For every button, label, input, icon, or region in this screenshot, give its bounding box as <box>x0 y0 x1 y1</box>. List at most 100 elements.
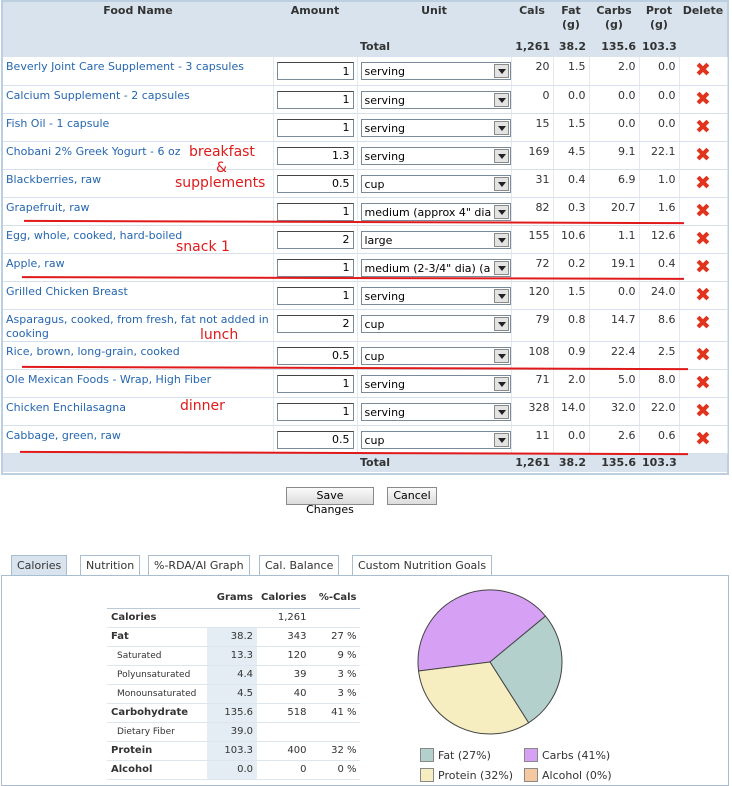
delete-x-icon[interactable]: ✖ <box>695 199 711 222</box>
amount-input[interactable] <box>276 430 354 449</box>
dropdown-arrow-icon[interactable] <box>493 232 509 247</box>
unit-select[interactable]: serving <box>360 286 511 305</box>
dropdown-arrow-icon[interactable] <box>493 376 509 391</box>
delete-x-icon[interactable]: ✖ <box>695 59 711 81</box>
dropdown-arrow-icon[interactable] <box>493 316 509 331</box>
nutrient-grams: 39.0 <box>207 722 257 742</box>
dropdown-arrow-icon[interactable] <box>493 404 509 419</box>
unit-select[interactable]: serving <box>360 118 511 137</box>
unit-select[interactable]: serving <box>360 146 511 165</box>
amount-input[interactable] <box>276 174 354 193</box>
food-name-link[interactable]: Cabbage, green, raw <box>6 428 121 442</box>
food-row: Chicken Enchilasagna serving 32814.032.022… <box>3 397 728 426</box>
tab-cal-balance[interactable]: Cal. Balance <box>259 555 340 575</box>
unit-select[interactable]: serving <box>360 62 511 80</box>
unit-select[interactable]: large <box>360 230 511 249</box>
carbs-cell: 6.9 <box>589 169 640 198</box>
fat-cell: 1.5 <box>553 281 590 310</box>
amount-input[interactable] <box>276 62 354 80</box>
unit-select[interactable]: cup <box>360 314 511 333</box>
nutrition-row: Dietary Fiber 39.0 <box>107 722 361 742</box>
carbs-cell: 32.0 <box>589 397 640 426</box>
amount-input[interactable] <box>276 230 354 249</box>
amount-input[interactable] <box>276 118 354 137</box>
delete-x-icon[interactable]: ✖ <box>695 255 711 278</box>
food-name-link[interactable]: Chobani 2% Greek Yogurt - 6 oz <box>6 144 181 158</box>
amount-input[interactable] <box>276 402 354 421</box>
food-name-link[interactable]: Beverly Joint Care Supplement - 3 capsul… <box>6 60 244 73</box>
dropdown-arrow-icon[interactable] <box>493 260 509 275</box>
dropdown-arrow-icon[interactable] <box>493 204 509 219</box>
legend-item-protein: Protein (32%) <box>420 768 513 782</box>
col-fat: Fat (g) <box>553 2 589 38</box>
dropdown-arrow-icon[interactable] <box>493 176 509 191</box>
dropdown-arrow-icon[interactable] <box>493 432 509 447</box>
delete-x-icon[interactable]: ✖ <box>695 311 711 334</box>
unit-cell: cup <box>357 309 512 342</box>
food-name-link[interactable]: Calcium Supplement - 2 capsules <box>6 88 190 102</box>
amount-input[interactable] <box>276 146 354 165</box>
unit-select[interactable]: cup <box>360 174 511 193</box>
fat-cell: 0.9 <box>553 341 590 370</box>
delete-x-icon[interactable]: ✖ <box>695 115 711 138</box>
nutrient-calories: 40 <box>257 684 311 704</box>
total-fat: 38.2 <box>553 38 589 57</box>
food-name-link[interactable]: Grilled Chicken Breast <box>6 284 128 298</box>
save-changes-button[interactable]: Save Changes <box>286 487 374 516</box>
unit-value: cup <box>364 433 385 447</box>
delete-x-icon[interactable]: ✖ <box>695 227 711 250</box>
amount-input[interactable] <box>276 346 354 365</box>
food-name-link[interactable]: Chicken Enchilasagna <box>6 400 126 414</box>
delete-x-icon[interactable]: ✖ <box>695 171 711 194</box>
total-prot: 103.3 <box>639 38 679 57</box>
food-name-link[interactable]: Rice, brown, long-grain, cooked <box>6 344 180 358</box>
delete-x-icon[interactable]: ✖ <box>695 143 711 166</box>
food-name-link[interactable]: Egg, whole, cooked, hard-boiled <box>6 228 183 242</box>
unit-select[interactable]: cup <box>360 430 511 449</box>
tab-calories[interactable]: Calories <box>11 555 68 575</box>
nutrition-row: Carbohydrate 135.6 518 41 % <box>107 703 361 723</box>
delete-x-icon[interactable]: ✖ <box>695 283 711 306</box>
amount-input[interactable] <box>276 314 354 333</box>
unit-value: medium (approx 4" dia <box>364 205 492 219</box>
amount-input[interactable] <box>276 90 354 109</box>
dropdown-arrow-icon[interactable] <box>493 288 509 303</box>
food-name-link[interactable]: Blackberries, raw <box>6 172 102 186</box>
food-name-link[interactable]: Ole Mexican Foods - Wrap, High Fiber <box>6 372 212 386</box>
cals-cell: 20 <box>511 57 554 86</box>
amount-input[interactable] <box>276 258 354 277</box>
annotation-ampersand: & <box>216 160 227 176</box>
food-name-cell: Beverly Joint Care Supplement - 3 capsul… <box>3 57 274 86</box>
cancel-button[interactable]: Cancel <box>387 487 437 505</box>
delete-cell: ✖ <box>679 369 728 398</box>
amount-input[interactable] <box>276 374 354 393</box>
food-name-link[interactable]: Grapefruit, raw <box>6 200 90 214</box>
amount-input[interactable] <box>276 286 354 305</box>
unit-select[interactable]: serving <box>360 374 511 393</box>
food-name-link[interactable]: Fish Oil - 1 capsule <box>6 116 110 130</box>
tab-rda-graph[interactable]: %-RDA/AI Graph <box>148 555 250 575</box>
unit-select[interactable]: medium (2-3/4" dia) (a <box>360 258 511 277</box>
nutrient-pct-cals <box>310 722 361 742</box>
unit-select[interactable]: serving <box>360 402 511 421</box>
dropdown-arrow-icon[interactable] <box>493 64 509 78</box>
amount-input[interactable] <box>276 202 354 221</box>
delete-x-icon[interactable]: ✖ <box>695 371 711 394</box>
food-name-link[interactable]: Apple, raw <box>6 256 65 270</box>
delete-x-icon[interactable]: ✖ <box>695 87 711 110</box>
dropdown-arrow-icon[interactable] <box>493 348 509 363</box>
unit-select[interactable]: serving <box>360 90 511 109</box>
dropdown-arrow-icon[interactable] <box>493 120 509 135</box>
unit-select[interactable]: medium (approx 4" dia <box>360 202 511 221</box>
food-name-link[interactable]: Asparagus, cooked, from fresh, fat not a… <box>6 312 269 340</box>
nutrient-grams: 38.2 <box>207 627 257 647</box>
delete-x-icon[interactable]: ✖ <box>695 399 711 422</box>
nutrient-pct-cals: 41 % <box>310 703 361 723</box>
dropdown-arrow-icon[interactable] <box>493 148 509 163</box>
dropdown-arrow-icon[interactable] <box>493 92 509 107</box>
tab-nutrition[interactable]: Nutrition <box>80 555 141 575</box>
delete-x-icon[interactable]: ✖ <box>695 343 711 366</box>
unit-select[interactable]: cup <box>360 346 511 365</box>
delete-x-icon[interactable]: ✖ <box>695 427 711 450</box>
tab-custom-goals[interactable]: Custom Nutrition Goals <box>352 555 493 575</box>
